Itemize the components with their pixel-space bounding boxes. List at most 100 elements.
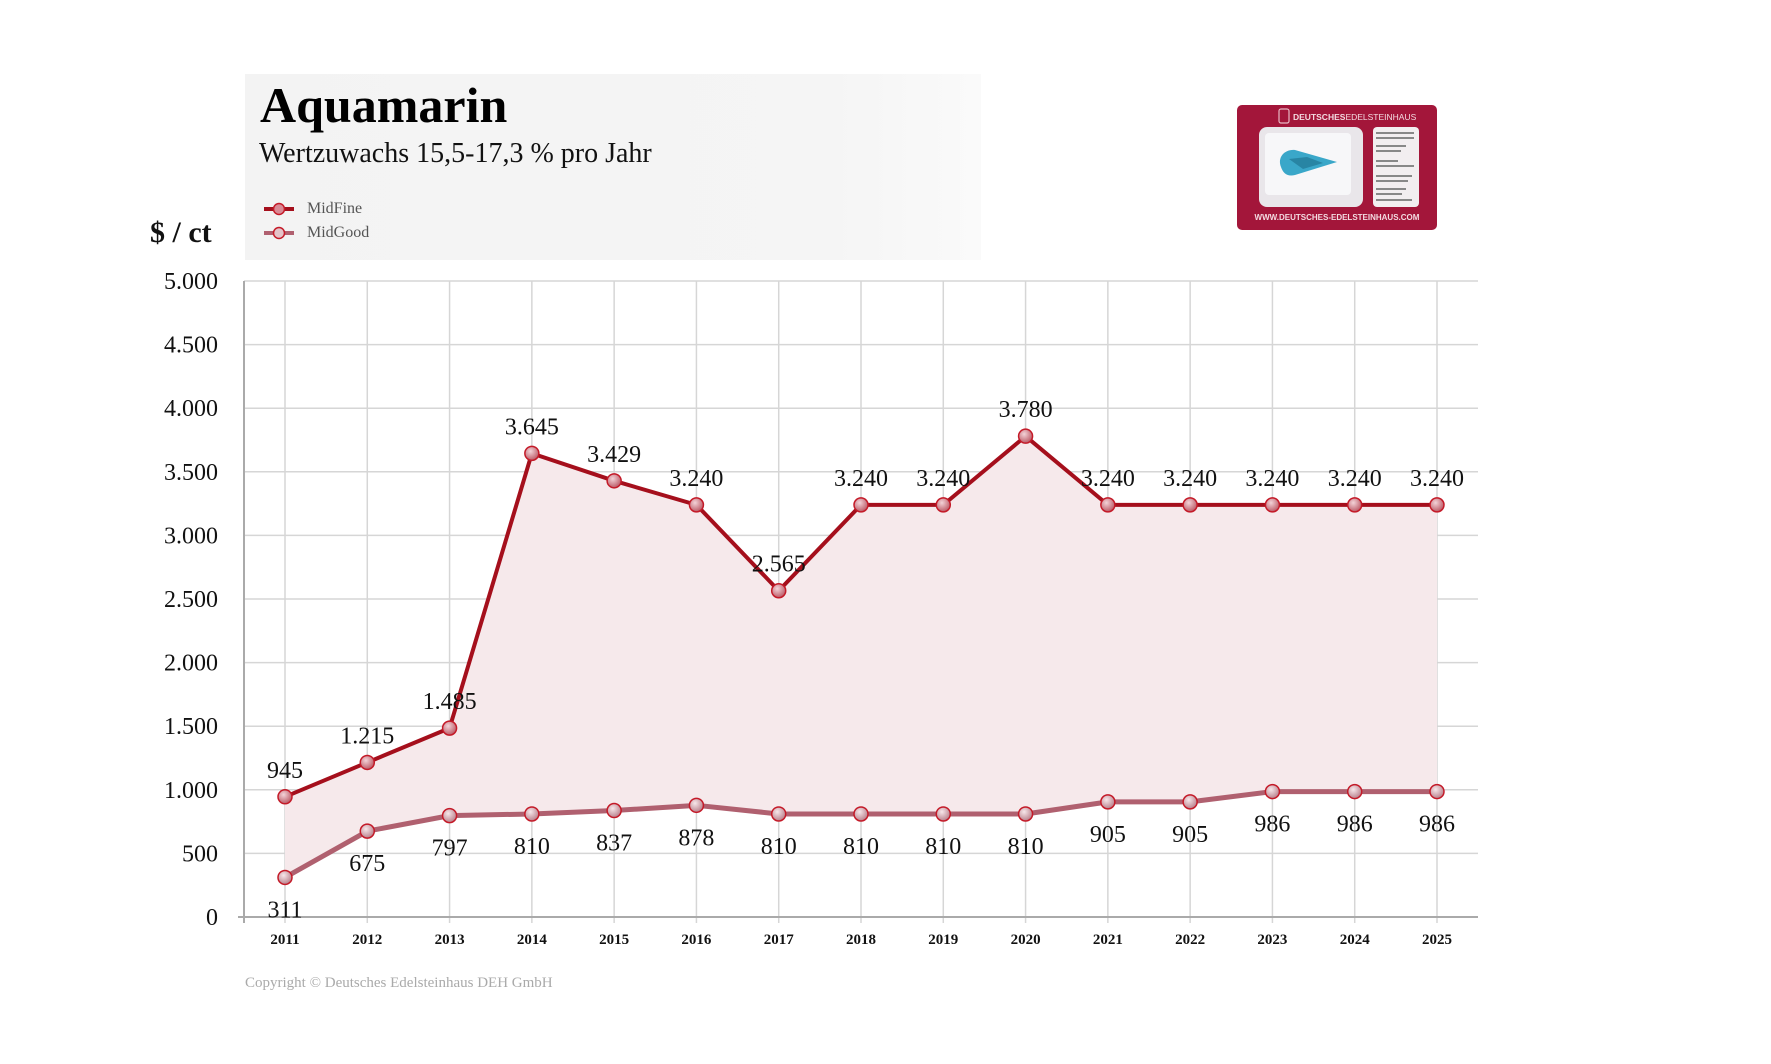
data-point-midfine	[1346, 497, 1363, 513]
data-point-midfine	[1429, 497, 1445, 513]
data-label-midfine: 3.240	[834, 466, 888, 492]
data-point-midfine	[524, 445, 540, 462]
data-label-midgood: 675	[349, 851, 385, 877]
copyright-text: Copyright © Deutsches Edelsteinhaus DEH …	[245, 975, 553, 991]
y-tick-label: 1.500	[164, 714, 218, 740]
data-point-midgood	[770, 806, 787, 822]
data-label-midfine: 3.780	[999, 397, 1053, 423]
data-point-midfine	[1264, 497, 1281, 513]
data-label-midgood: 810	[514, 834, 550, 860]
y-tick-label: 2.000	[164, 651, 218, 677]
title-panel	[245, 74, 981, 260]
data-point-midgood	[1100, 794, 1116, 810]
y-tick-label: 4.000	[164, 396, 218, 422]
data-label-midfine: 1.485	[423, 689, 477, 715]
legend-label-midfine: MidFine	[307, 200, 363, 217]
x-tick-label: 2012	[352, 932, 382, 948]
svg-text:WWW.DEUTSCHES-EDELSTEINHAUS.CO: WWW.DEUTSCHES-EDELSTEINHAUS.COM	[1255, 213, 1420, 222]
area-between-series	[285, 436, 1437, 878]
data-label-midfine: 3.240	[1163, 466, 1217, 492]
data-point-midgood	[359, 823, 376, 839]
data-point-midfine	[606, 473, 622, 489]
data-label-midgood: 905	[1172, 822, 1208, 848]
data-point-midgood	[277, 869, 293, 886]
data-point-midgood	[524, 806, 540, 822]
data-point-midgood	[1182, 794, 1198, 810]
legend-label-midgood: MidGood	[307, 224, 370, 241]
x-tick-label: 2016	[681, 932, 712, 948]
y-tick-label: 5.000	[164, 269, 218, 295]
data-point-midgood	[688, 797, 705, 814]
data-label-midfine: 3.240	[1081, 466, 1135, 492]
y-tick-label: 4.500	[164, 333, 218, 359]
data-point-midfine	[935, 497, 952, 513]
product-logo-image: DEUTSCHESEDELSTEINHAUS WWW.DEUTSCHES-EDE…	[1237, 105, 1437, 230]
data-label-midgood: 986	[1419, 812, 1455, 838]
x-tick-label: 2025	[1422, 932, 1452, 948]
data-label-midgood: 905	[1090, 822, 1126, 848]
data-label-midgood: 837	[596, 831, 632, 857]
data-point-midgood	[606, 802, 622, 819]
legend-marker-midfine-icon	[264, 202, 294, 216]
svg-text:DEUTSCHESEDELSTEINHAUS: DEUTSCHESEDELSTEINHAUS	[1293, 112, 1417, 122]
data-point-midfine	[1100, 497, 1116, 513]
legend-item-midfine: MidFine	[263, 200, 362, 218]
data-point-midfine	[277, 789, 293, 805]
x-tick-label: 2014	[517, 932, 548, 948]
x-tick-label: 2013	[435, 932, 465, 948]
data-point-midgood	[1017, 806, 1034, 822]
x-tick-label: 2023	[1257, 932, 1287, 948]
x-tick-label: 2021	[1093, 932, 1123, 948]
data-point-midfine	[770, 582, 787, 599]
data-label-midfine: 3.240	[1410, 466, 1464, 492]
data-point-midfine	[1017, 428, 1034, 444]
data-label-midfine: 1.215	[340, 723, 394, 749]
x-tick-label: 2024	[1340, 932, 1371, 948]
data-point-midfine	[853, 497, 869, 513]
chart-title: Aquamarin	[260, 77, 508, 133]
data-label-midgood: 810	[843, 834, 879, 860]
y-axis-label: $ / ct	[150, 216, 212, 249]
legend-marker-midgood-icon	[264, 226, 294, 240]
data-label-midgood: 797	[432, 836, 468, 862]
legend-item-midgood: MidGood	[263, 224, 369, 242]
x-tick-label: 2018	[846, 932, 876, 948]
data-label-midfine: 3.240	[669, 466, 723, 492]
data-point-midgood	[853, 806, 869, 822]
data-label-midgood: 986	[1254, 812, 1290, 838]
x-tick-label: 2015	[599, 932, 629, 948]
data-point-midgood	[1429, 783, 1445, 800]
x-tick-label: 2011	[270, 932, 299, 948]
data-label-midfine: 3.240	[1245, 466, 1299, 492]
y-tick-label: 2.500	[164, 587, 218, 613]
data-point-midfine	[359, 754, 376, 771]
y-tick-label: 0	[206, 905, 218, 931]
data-point-midgood	[441, 807, 458, 824]
data-point-midgood	[1346, 783, 1363, 800]
y-tick-label: 3.000	[164, 523, 218, 549]
data-label-midfine: 3.240	[916, 466, 970, 492]
x-tick-label: 2017	[764, 932, 795, 948]
data-point-midfine	[441, 720, 458, 736]
data-label-midgood: 311	[267, 897, 302, 923]
data-label-midgood: 810	[1008, 834, 1044, 860]
data-label-midfine: 3.645	[505, 414, 559, 440]
data-label-midfine: 945	[267, 758, 303, 784]
data-point-midfine	[688, 497, 705, 513]
y-tick-label: 1.000	[164, 778, 218, 804]
data-point-midfine	[1182, 497, 1198, 513]
data-label-midgood: 878	[678, 825, 714, 851]
y-tick-label: 3.500	[164, 460, 218, 486]
data-point-midgood	[935, 806, 952, 822]
data-label-midfine: 3.429	[587, 442, 641, 468]
data-label-midgood: 810	[925, 834, 961, 860]
x-tick-label: 2020	[1011, 932, 1041, 948]
chart-subtitle: Wertzuwachs 15,5-17,3 % pro Jahr	[259, 138, 652, 169]
data-label-midgood: 986	[1337, 812, 1373, 838]
data-label-midgood: 810	[761, 834, 797, 860]
x-tick-label: 2022	[1175, 932, 1205, 948]
data-label-midfine: 2.565	[752, 552, 806, 578]
y-tick-label: 500	[182, 841, 218, 867]
x-tick-label: 2019	[928, 932, 958, 948]
